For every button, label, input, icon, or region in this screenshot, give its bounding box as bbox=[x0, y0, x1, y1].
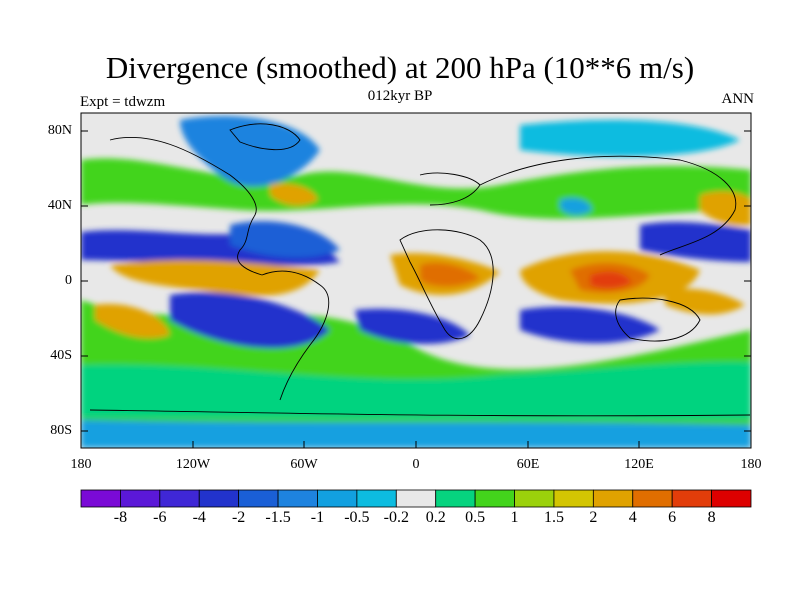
colorbar-swatch bbox=[277, 489, 318, 508]
colorbar-label: 1 bbox=[510, 509, 519, 526]
colorbar-label: 0.5 bbox=[465, 509, 486, 526]
colorbar-swatch bbox=[317, 489, 358, 508]
colorbar bbox=[80, 489, 752, 508]
x-tick-label: 120W bbox=[175, 457, 211, 472]
colorbar-swatch bbox=[395, 489, 437, 508]
colorbar-label: 4 bbox=[628, 509, 637, 526]
divergence-field bbox=[81, 113, 751, 448]
colorbar-swatch bbox=[80, 489, 121, 508]
colorbar-swatch bbox=[159, 489, 200, 508]
x-tick-label: 180 bbox=[740, 457, 762, 472]
colorbar-label: -2 bbox=[231, 509, 246, 526]
colorbar-swatch bbox=[356, 489, 397, 508]
colorbar-label: 2 bbox=[589, 509, 598, 526]
colorbar-swatch bbox=[120, 489, 161, 508]
x-tick-label: 60E bbox=[516, 457, 540, 472]
colorbar-label: 8 bbox=[707, 509, 716, 526]
colorbar-swatch bbox=[553, 489, 594, 508]
colorbar-swatch bbox=[198, 489, 240, 508]
x-tick-label: 180 bbox=[70, 457, 92, 472]
x-tick-label: 120E bbox=[624, 457, 654, 472]
colorbar-swatch bbox=[671, 489, 712, 508]
chart-title: Divergence (smoothed) at 200 hPa (10**6 … bbox=[105, 50, 695, 85]
y-tick-label: 40N bbox=[47, 198, 72, 213]
experiment-label: Expt = tdwzm bbox=[80, 94, 166, 110]
colorbar-label: 1.5 bbox=[543, 509, 564, 526]
colorbar-label: 0.2 bbox=[425, 509, 446, 526]
colorbar-label: -6 bbox=[153, 509, 167, 526]
colorbar-swatch bbox=[435, 489, 476, 508]
colorbar-swatch bbox=[632, 489, 673, 508]
season-label: ANN bbox=[721, 91, 755, 107]
y-tick-label: 80S bbox=[50, 423, 72, 438]
colorbar-label: -0.5 bbox=[344, 509, 370, 526]
y-tick-label: 40S bbox=[50, 348, 72, 363]
colorbar-label: -1 bbox=[310, 509, 325, 526]
colorbar-swatch bbox=[514, 489, 555, 508]
x-tick-label: 0 bbox=[412, 457, 420, 472]
coastlines bbox=[89, 123, 751, 417]
colorbar-label: 6 bbox=[668, 509, 677, 526]
colorbar-swatch bbox=[592, 489, 634, 508]
chart-subtitle: 012kyr BP bbox=[367, 88, 433, 104]
colorbar-swatch bbox=[711, 489, 752, 508]
y-tick-label: 0 bbox=[65, 273, 72, 288]
colorbar-swatch bbox=[238, 489, 279, 508]
colorbar-label: -4 bbox=[192, 509, 206, 526]
colorbar-swatch bbox=[474, 489, 515, 508]
colorbar-label: -0.2 bbox=[383, 509, 409, 526]
x-tick-label: 60W bbox=[290, 457, 318, 472]
colorbar-label: -1.5 bbox=[265, 509, 291, 526]
y-tick-label: 80N bbox=[47, 123, 72, 138]
colorbar-label: -8 bbox=[113, 509, 128, 526]
